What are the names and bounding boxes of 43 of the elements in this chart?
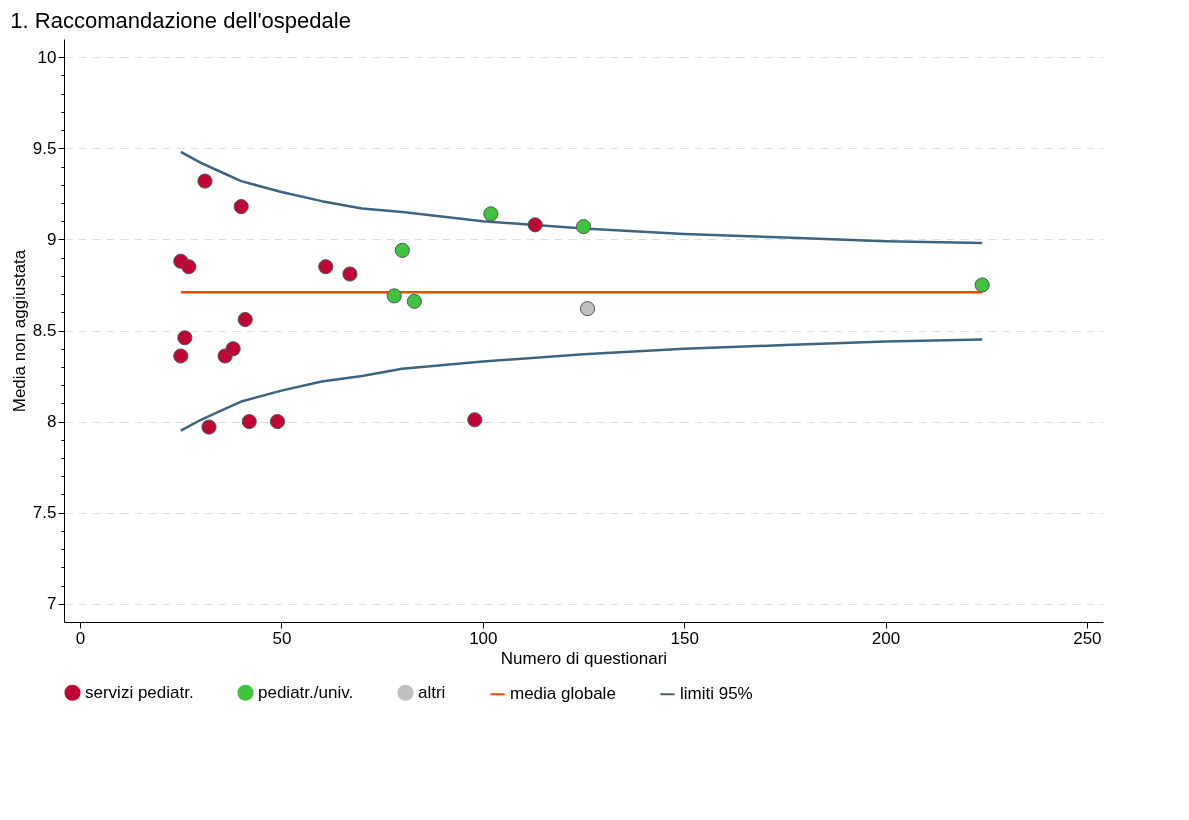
line-series <box>179 150 984 245</box>
legend-label: servizi pediatr. <box>85 682 194 702</box>
chart-title: 1. Raccomandazione dell'ospedale <box>10 8 351 33</box>
point <box>241 414 257 430</box>
point <box>579 301 596 317</box>
point <box>342 266 358 282</box>
point <box>575 219 592 235</box>
x-tick-label: 200 <box>871 628 901 648</box>
x-axis-title: Numero di questionari <box>500 648 668 668</box>
point <box>483 206 499 222</box>
y-axis-title: Media non aggiustata <box>9 249 29 413</box>
point <box>181 259 197 275</box>
point <box>406 293 422 309</box>
point <box>467 412 483 428</box>
point <box>201 419 217 435</box>
legend-label: limiti 95% <box>680 684 753 704</box>
x-tick-label: 50 <box>272 628 292 648</box>
point <box>233 199 249 215</box>
legend-label: altri <box>418 682 446 702</box>
point <box>386 288 402 304</box>
point <box>177 330 193 346</box>
y-tick-label: 7.5 <box>32 503 57 523</box>
x-tick-label: 250 <box>1073 628 1102 648</box>
legend-label: media globale <box>510 684 616 704</box>
point <box>318 259 334 275</box>
legend-label: pediatr./univ. <box>258 682 354 702</box>
y-tick-label: 8 <box>47 412 57 432</box>
point <box>173 348 189 364</box>
point <box>974 277 990 293</box>
x-tick-label: 150 <box>670 628 699 648</box>
x-tick-label: 0 <box>75 628 86 648</box>
point <box>237 312 253 328</box>
y-tick-label: 10 <box>37 47 57 67</box>
x-tick-label: 100 <box>469 628 498 648</box>
y-tick-label: 7 <box>47 594 57 614</box>
y-tick-label: 8.5 <box>32 321 57 340</box>
y-tick-label: 9 <box>47 229 57 249</box>
point <box>527 217 543 233</box>
y-tick-label: 9.5 <box>32 138 57 158</box>
point <box>394 242 410 258</box>
point <box>225 341 241 357</box>
point <box>269 414 286 430</box>
point <box>197 173 213 189</box>
